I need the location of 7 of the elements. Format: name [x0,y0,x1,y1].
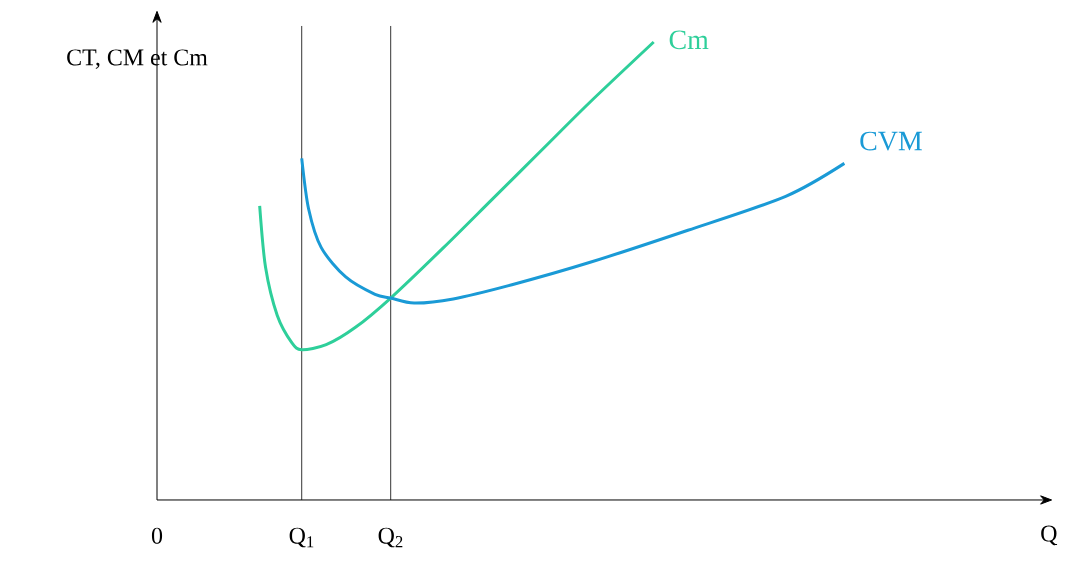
y-axis-title: CT, CM et Cm [67,49,208,69]
x-tick-label: Q$_{1}$ [289,527,314,548]
series-label: Cm [669,30,709,50]
x-tick-label: Q$_{2}$ [378,527,403,548]
x-axis-title: Q [1041,525,1058,546]
series-label: CVM [860,131,922,151]
x-tick-label: 0 [151,527,163,544]
